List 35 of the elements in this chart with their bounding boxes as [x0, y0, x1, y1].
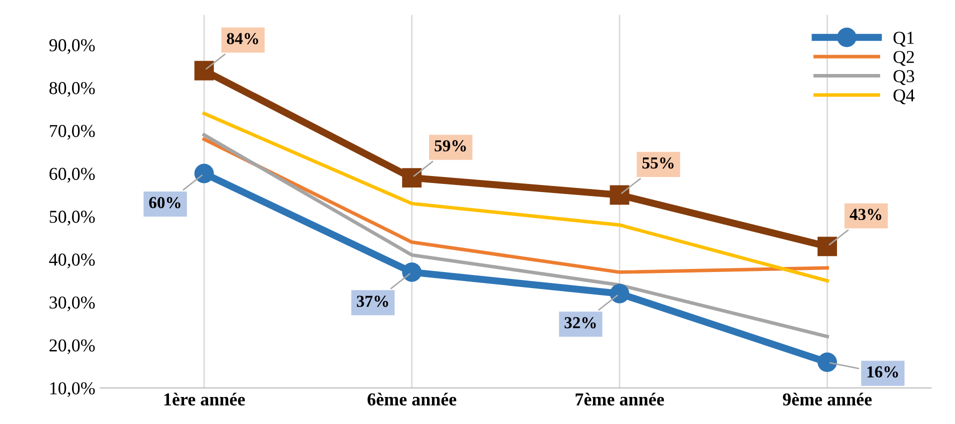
point: [402, 168, 422, 188]
line-series: [202, 112, 830, 282]
point: [194, 60, 214, 80]
data-label: 16%: [867, 366, 898, 378]
x-tick-label: 9ème année: [782, 392, 872, 406]
y-tick-label: 80,0%: [49, 82, 95, 97]
line-series: [202, 133, 830, 338]
y-tick-label: 60,0%: [50, 168, 95, 183]
data-label: 55%: [642, 157, 674, 169]
legend-label: Q3: [894, 70, 914, 86]
legend-label: Q1: [894, 32, 914, 47]
data-label: 37%: [356, 296, 388, 307]
point: [402, 262, 422, 282]
point: [818, 236, 837, 256]
x-tick-label: 1ère année: [164, 392, 245, 406]
point: [818, 352, 837, 372]
data-label: 43%: [850, 208, 882, 220]
y-tick-label: 90,0%: [49, 39, 95, 54]
data-label: 32%: [564, 317, 596, 328]
y-tick-label: 50,0%: [50, 210, 95, 226]
y-tick-label: 40,0%: [49, 254, 95, 268]
legend-label: Q4: [894, 89, 915, 104]
point: [194, 164, 214, 184]
y-tick-label: 30,0%: [50, 296, 95, 312]
data-label: 60%: [149, 197, 180, 208]
data-label: 84%: [226, 32, 258, 44]
point: [610, 284, 630, 304]
y-tick-label: 70,0%: [50, 124, 95, 140]
point: [610, 185, 630, 205]
data-label: 59%: [434, 140, 466, 152]
x-tick-label: 7ème année: [576, 392, 664, 406]
x-tick-label: 6ème année: [368, 392, 456, 406]
legend-label: Q2: [894, 50, 914, 66]
y-tick-label: 10,0%: [50, 382, 95, 397]
y-tick-label: 20,0%: [50, 339, 95, 354]
